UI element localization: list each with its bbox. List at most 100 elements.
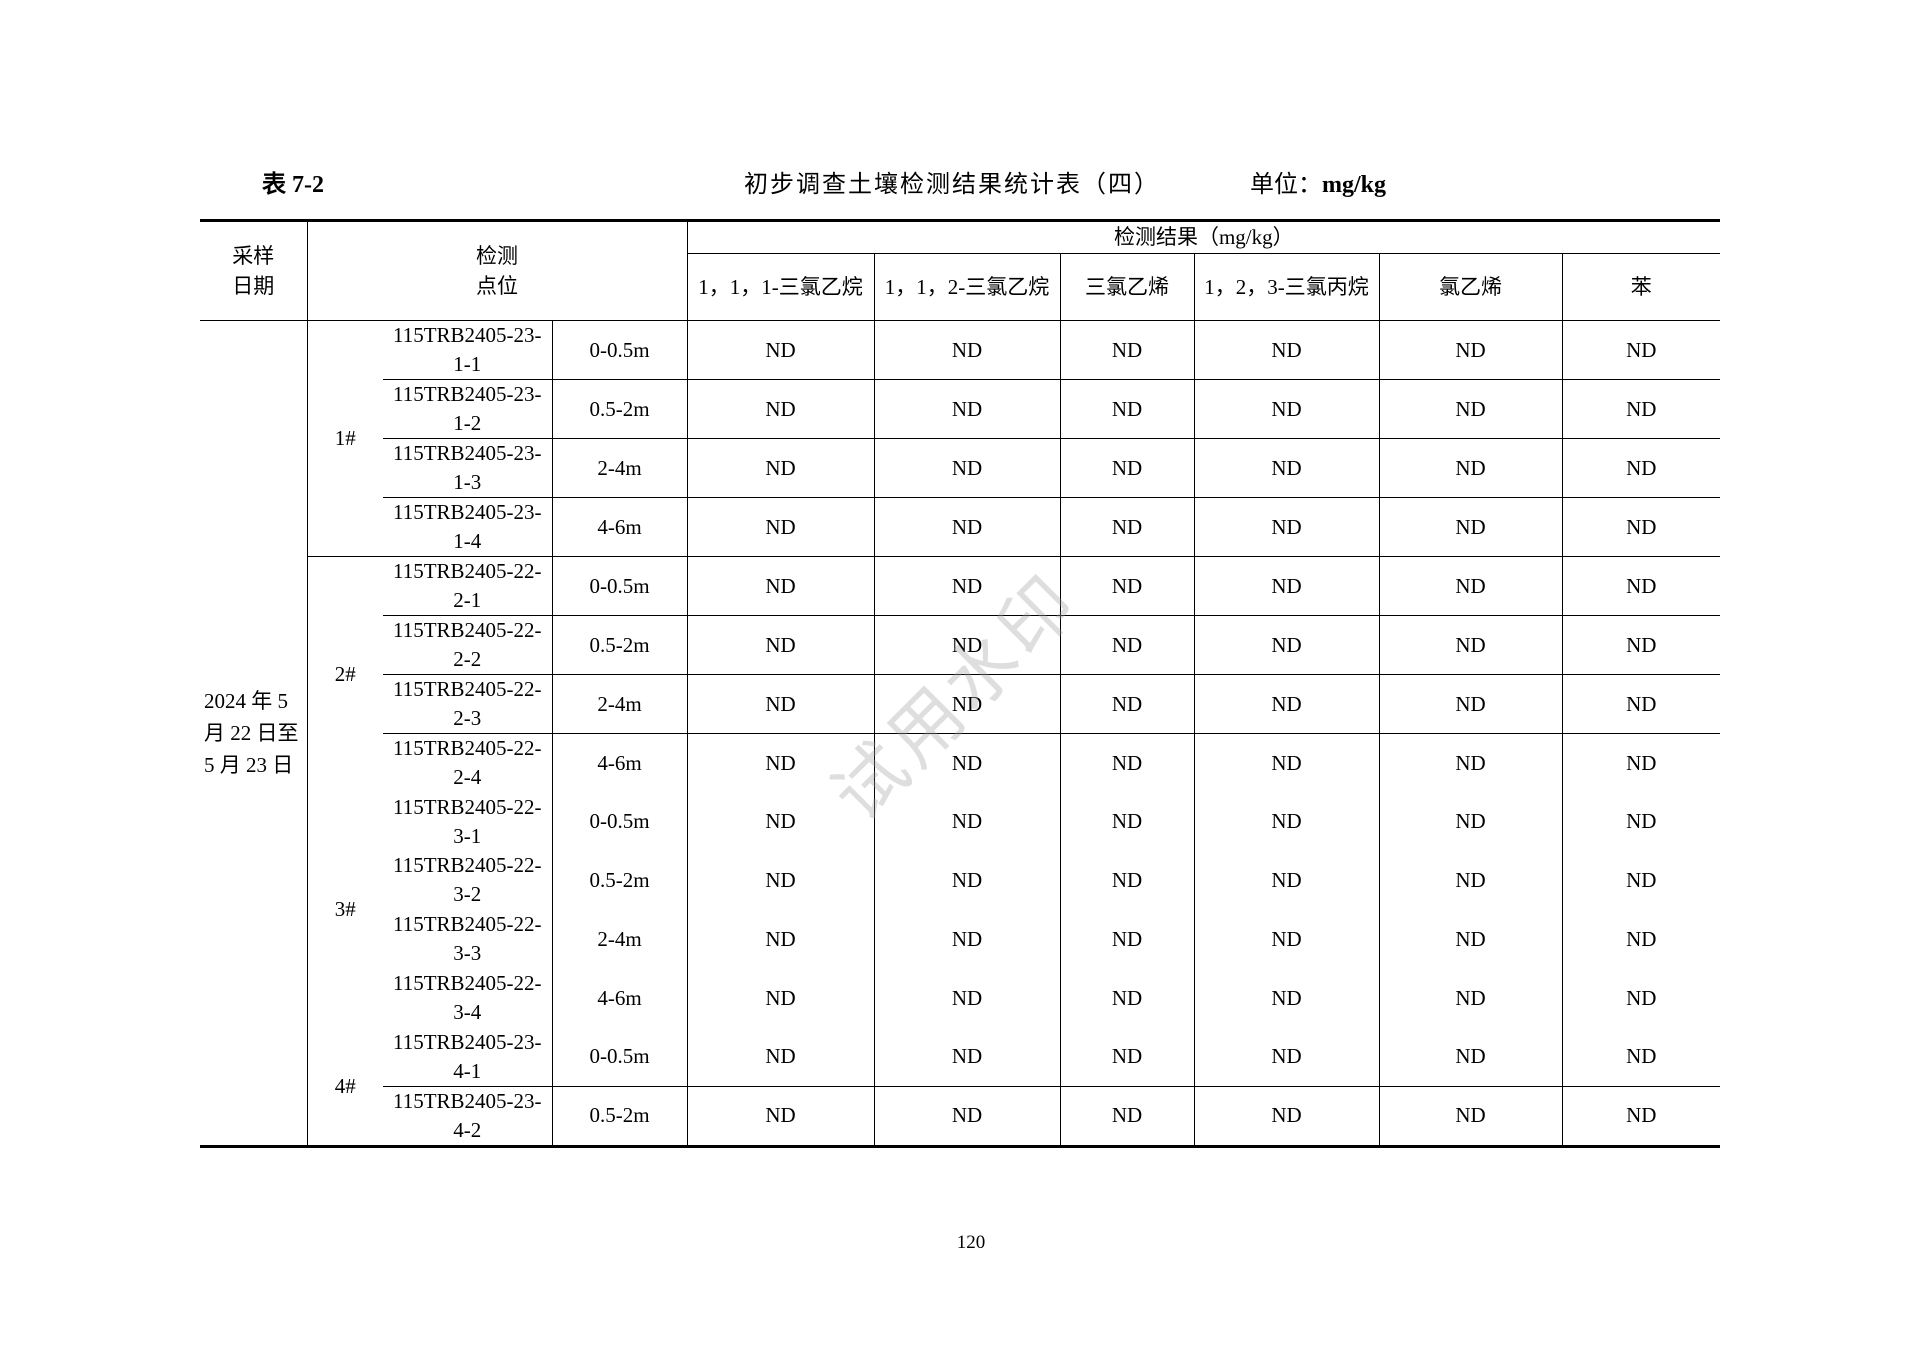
sample-depth: 0.5-2m: [551, 1086, 687, 1148]
table-row: 4# 115TRB2405-23-4-1 0-0.5m ND ND ND ND ND ND: [200, 1027, 1721, 1148]
result-value: ND: [1378, 733, 1562, 793]
result-value: ND: [1193, 674, 1379, 734]
result-value: ND: [1059, 674, 1194, 734]
sample-id: 115TRB2405-23-1-2: [383, 379, 552, 439]
result-value: ND: [686, 379, 874, 439]
result-value: ND: [1561, 733, 1721, 793]
result-value: ND: [873, 1086, 1060, 1148]
result-value: ND: [873, 379, 1060, 439]
result-value: ND: [1193, 615, 1379, 675]
result-value: ND: [1059, 733, 1194, 793]
result-value: ND: [1561, 968, 1721, 1028]
sample-depth: 0-0.5m: [551, 320, 687, 380]
result-value: ND: [1193, 792, 1379, 852]
result-value: ND: [1193, 379, 1379, 439]
result-value: ND: [873, 320, 1060, 380]
result-value: ND: [1193, 909, 1379, 969]
result-value: ND: [873, 909, 1060, 969]
table-number: 表 7-2: [262, 172, 324, 198]
header-date: 采样日期: [200, 219, 307, 321]
table-row: 115TRB2405-22-3-3 2-4m ND ND ND ND ND ND: [200, 909, 1721, 969]
result-value: ND: [686, 556, 874, 616]
sample-id: 115TRB2405-22-3-4: [392, 971, 542, 1025]
table-row: 115TRB2405-22-2-3 2-4m ND ND ND ND ND ND: [200, 674, 1721, 734]
result-value: ND: [1561, 615, 1721, 675]
result-value: ND: [1193, 1086, 1379, 1148]
table-row: 3# 115TRB2405-22-3-1 0-0.5m ND ND ND ND ND ND: [200, 792, 1721, 1028]
result-value: ND: [1561, 1027, 1721, 1087]
sample-id: 115TRB2405-23-1-4: [383, 497, 552, 557]
result-value: ND: [686, 438, 874, 498]
table-row: 2# 115TRB2405-22-2-1 0-0.5m ND ND ND ND ND ND: [200, 556, 1721, 793]
result-value: ND: [1059, 909, 1194, 969]
result-value: ND: [873, 851, 1060, 910]
result-value: ND: [1193, 733, 1379, 793]
sample-id: 115TRB2405-22-2-2: [383, 615, 552, 675]
sample-id: 115TRB2405-23-1-1: [383, 320, 552, 380]
result-value: ND: [1059, 556, 1194, 616]
header-chemical: 苯: [1561, 253, 1721, 321]
result-value: ND: [1378, 968, 1562, 1028]
result-value: ND: [1193, 851, 1379, 910]
header-chemical: 1，2，3-三氯丙烷: [1193, 253, 1379, 321]
sample-depth: 0-0.5m: [551, 556, 687, 616]
sample-id: 115TRB2405-22-3-1: [392, 794, 542, 848]
result-value: ND: [1378, 909, 1562, 969]
table-row: 115TRB2405-22-2-4 4-6m ND ND ND ND ND ND: [200, 733, 1721, 793]
result-value: ND: [1378, 1086, 1562, 1148]
sample-id: 115TRB2405-22-3-2: [392, 853, 542, 907]
sample-id: 115TRB2405-22-2-4: [392, 736, 542, 790]
result-value: ND: [1059, 851, 1194, 910]
result-value: ND: [873, 556, 1060, 616]
point-group: 4#: [306, 1027, 383, 1148]
header-chemical: 1，1，2-三氯乙烷: [873, 253, 1060, 321]
result-value: ND: [686, 615, 874, 675]
result-value: ND: [873, 438, 1060, 498]
result-value: ND: [1059, 1027, 1194, 1087]
result-value: ND: [1059, 1086, 1194, 1148]
result-value: ND: [1193, 968, 1379, 1028]
sample-depth: 2-4m: [551, 674, 687, 734]
result-value: ND: [1193, 438, 1379, 498]
result-value: ND: [1561, 438, 1721, 498]
result-value: ND: [1561, 909, 1721, 969]
sample-depth: 0.5-2m: [551, 379, 687, 439]
table-row: 2024 年 5 月 22 日至 5 月 23 日 1# 115TRB2405-23…: [200, 320, 1721, 1148]
result-value: ND: [873, 968, 1060, 1028]
table-row: 115TRB2405-23-1-4 4-6m ND ND ND ND ND ND: [200, 497, 1721, 557]
result-value: ND: [686, 851, 874, 910]
sample-id: 115TRB2405-23-1-3: [383, 438, 552, 498]
result-value: ND: [686, 733, 874, 793]
table-row: 115TRB2405-22-3-4 4-6m ND ND ND ND ND ND: [200, 968, 1721, 1028]
result-value: ND: [1378, 320, 1562, 380]
sample-depth: 0-0.5m: [551, 792, 687, 852]
result-value: ND: [1561, 792, 1721, 852]
result-value: ND: [873, 1027, 1060, 1087]
sample-depth: 4-6m: [551, 733, 687, 793]
point-group: 2#: [306, 556, 383, 793]
result-value: ND: [1059, 320, 1194, 380]
results-table: 采样日期 检测点位 检测结果（mg/kg） 1，1，1-三氯乙烷 1，1，2-三氯…: [200, 219, 1721, 1148]
sample-depth: 4-6m: [551, 968, 687, 1028]
sample-id: 115TRB2405-22-2-3: [383, 674, 552, 734]
table-title: 初步调查土壤检测结果统计表（四）: [744, 172, 1160, 198]
result-value: ND: [1561, 556, 1721, 616]
result-value: ND: [1059, 379, 1194, 439]
result-value: ND: [1193, 556, 1379, 616]
sample-id: 115TRB2405-22-2-1: [383, 556, 552, 616]
result-value: ND: [873, 674, 1060, 734]
sample-depth: 2-4m: [551, 909, 687, 969]
result-value: ND: [1378, 438, 1562, 498]
result-value: ND: [873, 792, 1060, 852]
result-value: ND: [1378, 497, 1562, 557]
result-value: ND: [1059, 497, 1194, 557]
table-row: 115TRB2405-23-1-3 2-4m ND ND ND ND ND ND: [200, 438, 1721, 498]
sample-depth: 0-0.5m: [551, 1027, 687, 1087]
sample-depth: 2-4m: [551, 438, 687, 498]
result-value: ND: [1059, 968, 1194, 1028]
sample-id: 115TRB2405-23-4-2: [383, 1086, 552, 1148]
table-row: 115TRB2405-22-2-2 0.5-2m ND ND ND ND ND ND: [200, 615, 1721, 675]
table-row: 115TRB2405-22-3-2 0.5-2m ND ND ND ND ND ND: [200, 851, 1721, 910]
page-number: 120: [956, 1232, 986, 1253]
header-chemical: 1，1，1-三氯乙烷: [686, 253, 874, 321]
